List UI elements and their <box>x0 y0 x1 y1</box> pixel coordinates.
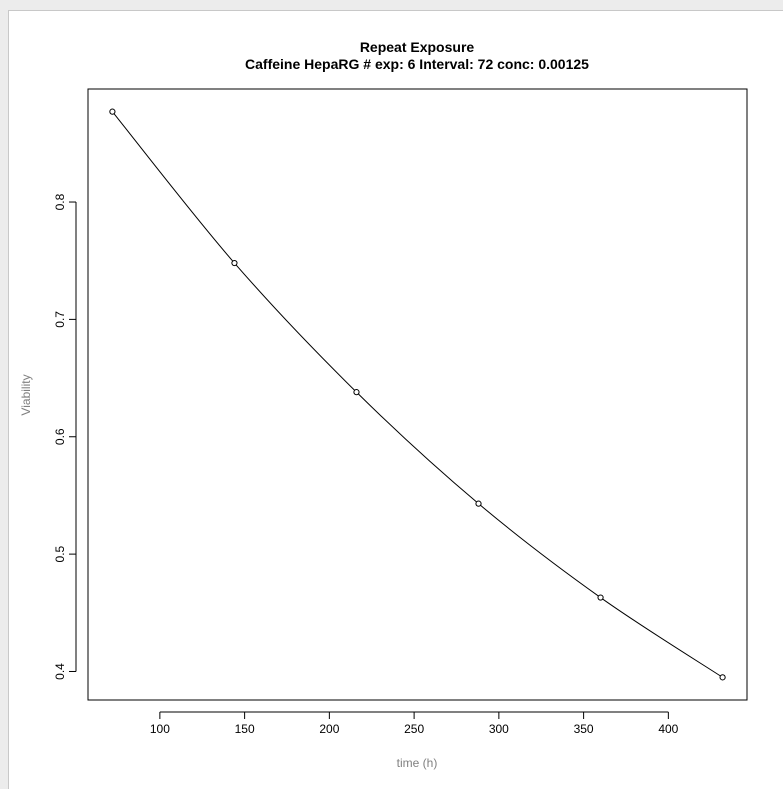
data-point <box>353 389 360 396</box>
x-tick-label: 300 <box>489 722 509 736</box>
data-point <box>475 500 482 507</box>
data-series <box>109 108 726 681</box>
y-tick-label: 0.6 <box>53 428 67 445</box>
data-point <box>109 108 116 115</box>
data-point <box>231 259 238 267</box>
x-axis-label: time (h) <box>397 756 438 770</box>
y-tick-label: 0.5 <box>53 545 67 562</box>
plot-window <box>8 10 783 789</box>
x-tick-label: 250 <box>404 722 424 736</box>
chart-subtitle: Caffeine HepaRG # exp: 6 Interval: 72 co… <box>245 56 589 72</box>
x-tick-label: 400 <box>658 722 678 736</box>
data-point <box>719 674 726 681</box>
chart-title: Repeat Exposure <box>360 39 475 55</box>
y-axis-label: Viability <box>19 374 33 415</box>
data-point <box>597 594 604 601</box>
y-tick-label: 0.4 <box>53 663 67 680</box>
y-tick-label: 0.7 <box>53 311 67 328</box>
x-tick-label: 150 <box>235 722 255 736</box>
x-axis: 100 150 200 250 300 350 400 <box>150 711 679 736</box>
series-line <box>112 111 723 678</box>
x-tick-label: 200 <box>319 722 339 736</box>
y-tick-label: 0.8 <box>53 193 67 210</box>
x-tick-label: 100 <box>150 722 170 736</box>
y-axis: 0.4 0.5 0.6 0.7 0.8 <box>53 193 77 680</box>
x-tick-label: 350 <box>574 722 594 736</box>
plot-box <box>87 88 748 701</box>
